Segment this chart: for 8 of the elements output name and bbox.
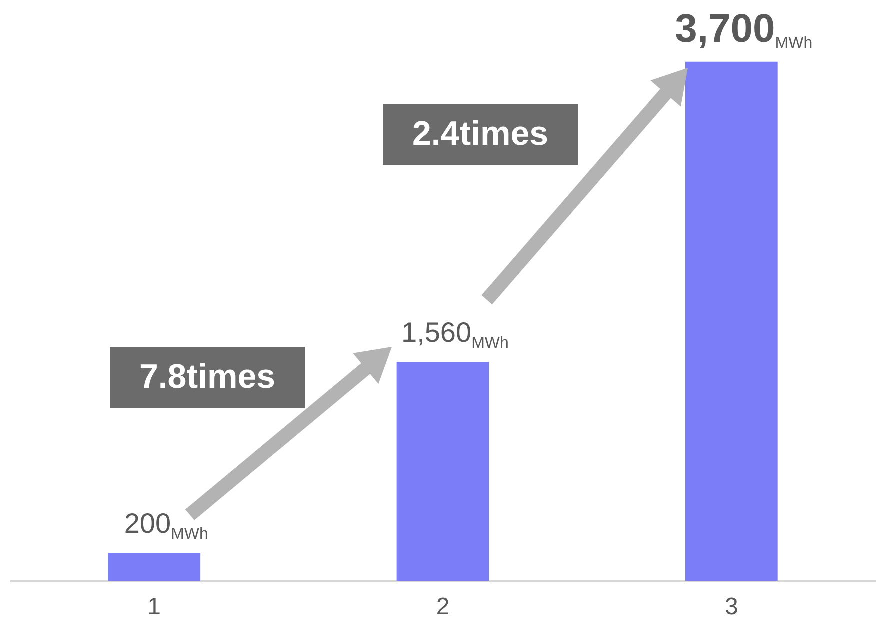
annotation: 7.8times (110, 347, 305, 408)
x-tick-label: 2 (436, 594, 450, 620)
data-label: 3,700$_{MWh}$ (675, 6, 813, 52)
x-tick-label: 3 (724, 594, 738, 620)
x-tick-label: 1 (148, 594, 162, 620)
data-label: 200$_{MWh}$ (124, 508, 208, 543)
annotation: 2.4times (383, 104, 578, 165)
data-label: 1,560$_{MWh}$ (402, 317, 509, 352)
